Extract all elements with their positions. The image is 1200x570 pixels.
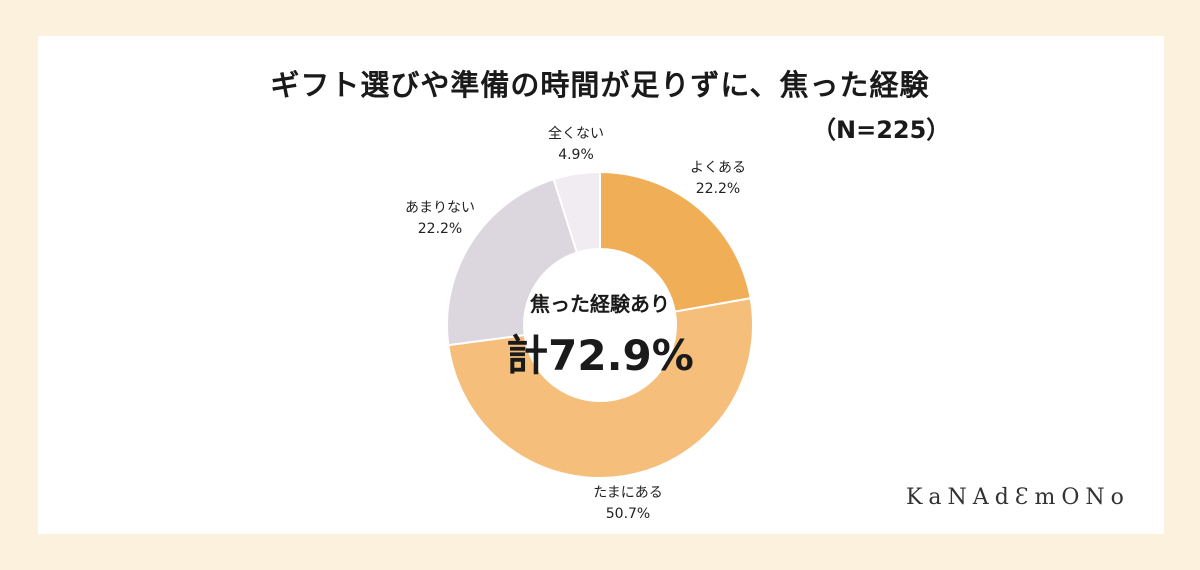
slice-label-rarely: あまりない 22.2% [405,198,475,240]
slice-value: 22.2% [417,221,463,237]
donut-slices [446,170,754,479]
slice-value: 50.7% [605,506,651,522]
slice-name: 全くない [548,126,604,142]
slice-label-sometimes: たまにある 50.7% [593,483,663,525]
brand-logo: KaNAdƐmONo [906,485,1130,510]
slice-name: たまにある [593,485,663,501]
slice-label-never: 全くない 4.9% [548,124,604,166]
chart-subtitle: （N=225） [812,116,951,144]
slice-value: 22.2% [695,181,741,197]
slice-label-often: よくある 22.2% [690,158,746,200]
donut-slice-1 [447,297,754,479]
donut-slice-0 [599,170,752,313]
donut-slice-2 [446,177,579,347]
center-total: 計72.9% [506,331,694,380]
slice-name: よくある [690,160,746,176]
chart-title: ギフト選びや準備の時間が足りずに、焦った経験 [270,68,930,102]
donut-slice-3 [552,170,601,254]
slice-name: あまりない [405,200,475,216]
center-caption: 焦った経験あり [530,292,670,316]
slice-value: 4.9% [558,147,594,163]
